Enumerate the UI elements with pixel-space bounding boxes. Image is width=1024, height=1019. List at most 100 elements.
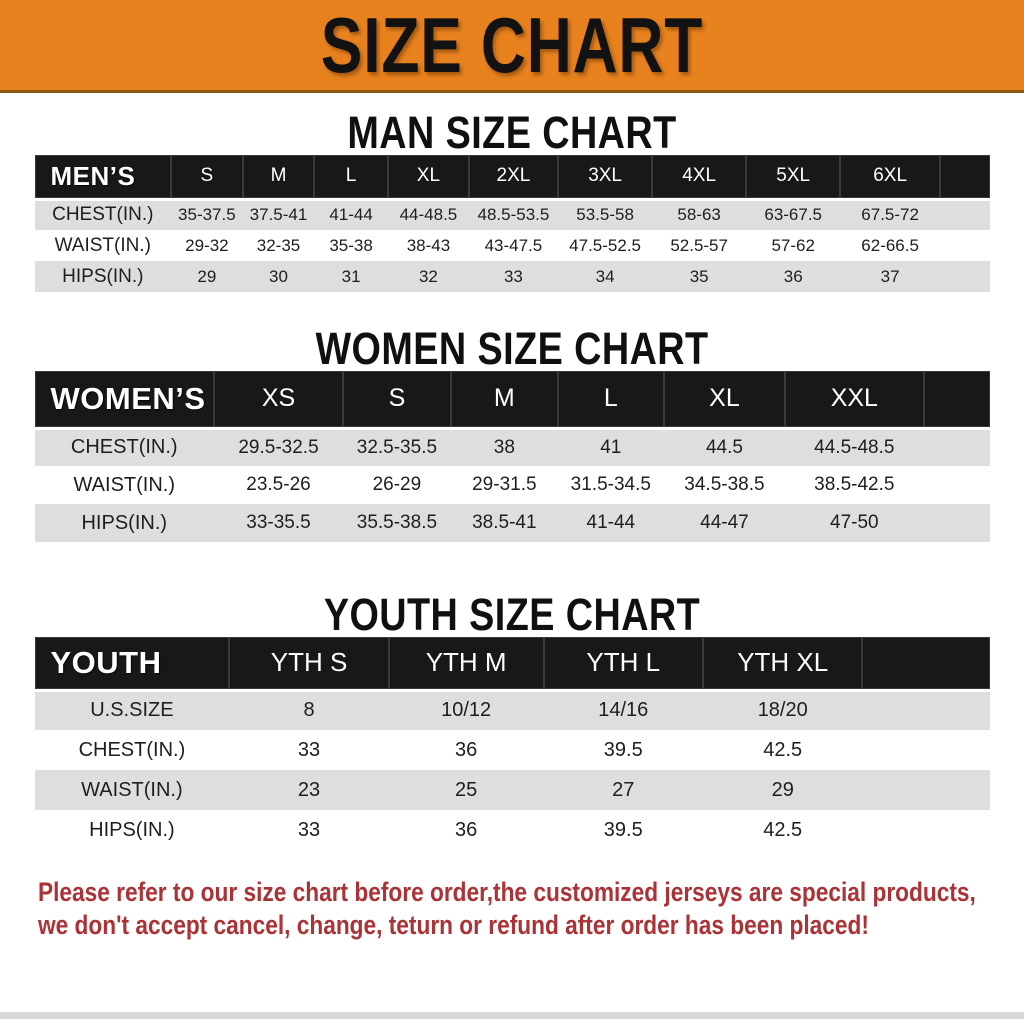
size-value-cell: 42.5 [702, 810, 863, 850]
size-value-cell: 38 [450, 428, 558, 466]
size-col-header-yth-l: YTH L [543, 637, 703, 692]
size-value-cell: 38.5-42.5 [785, 466, 924, 504]
size-value-cell: 44-47 [663, 504, 786, 542]
size-col-header-xxl: XXL [785, 371, 924, 430]
women-section-heading-text: WOMEN SIZE CHART [315, 323, 709, 374]
size-value-cell: 41-44 [557, 504, 664, 542]
order-notice-line-1: Please refer to our size chart before or… [38, 877, 976, 907]
spacer-col-header [862, 637, 990, 692]
size-value-cell: 63-67.5 [745, 199, 841, 230]
size-value-cell: 29.5-32.5 [214, 428, 343, 466]
size-value-cell: 33 [229, 730, 389, 770]
size-value-cell: 41-44 [314, 199, 388, 230]
men-table-row: CHEST(IN.) 35-37.5 37.5-41 41-44 44-48.5 48.5… [34, 199, 990, 230]
spacer-cell [923, 428, 990, 466]
size-value-cell: 44.5 [663, 428, 786, 466]
size-col-header-xl: XL [387, 155, 470, 201]
size-value-cell: 29-31.5 [450, 466, 558, 504]
size-value-cell: 33 [469, 261, 558, 292]
banner: SIZE CHART [0, 0, 1024, 93]
size-col-header-xs: XS [214, 371, 343, 430]
youth-table-label: YOUTH [34, 637, 230, 692]
size-value-cell: 67.5-72 [840, 199, 940, 230]
size-value-cell: 37.5-41 [242, 199, 315, 230]
size-value-cell: 32.5-35.5 [342, 428, 451, 466]
size-value-cell: 62-66.5 [840, 230, 940, 261]
women-table-label: WOMEN’S [34, 371, 215, 430]
spacer-cell [939, 199, 990, 230]
spacer-col-header [923, 371, 990, 430]
spacer-cell [862, 810, 990, 850]
size-value-cell: 18/20 [702, 690, 863, 730]
size-value-cell: 29 [171, 261, 243, 292]
size-value-cell: 44.5-48.5 [785, 428, 924, 466]
measure-row-label: WAIST(IN.) [34, 770, 230, 810]
youth-size-table: YOUTH YTH S YTH M YTH L YTH XL U.S.SIZE 8 10/12… [34, 637, 990, 850]
size-value-cell: 27 [543, 770, 703, 810]
size-value-cell: 36 [388, 730, 544, 770]
size-value-cell: 47-50 [785, 504, 924, 542]
size-col-header-3xl: 3XL [557, 155, 653, 201]
spacer-cell [939, 261, 990, 292]
youth-header-row: YOUTH YTH S YTH M YTH L YTH XL [34, 637, 990, 692]
size-col-header-s: S [171, 155, 243, 201]
men-table-row: HIPS(IN.) 29 30 31 32 33 34 35 36 37 [34, 261, 990, 292]
size-value-cell: 23.5-26 [214, 466, 343, 504]
size-value-cell: 33 [229, 810, 389, 850]
women-table-row: HIPS(IN.) 33-35.5 35.5-38.5 38.5-41 41-44 44-… [34, 504, 990, 542]
size-value-cell: 34 [557, 261, 653, 292]
spacer-cell [923, 504, 990, 542]
size-value-cell: 25 [388, 770, 544, 810]
size-value-cell: 29 [702, 770, 863, 810]
spacer-cell [862, 730, 990, 770]
youth-section-heading: YOUTH SIZE CHART [0, 592, 1024, 637]
youth-section-heading-text: YOUTH SIZE CHART [323, 589, 701, 640]
size-value-cell: 57-62 [745, 230, 841, 261]
size-col-header-6xl: 6XL [840, 155, 940, 201]
page-title: SIZE CHART [320, 1, 704, 89]
size-value-cell: 38-43 [387, 230, 470, 261]
size-value-cell: 44-48.5 [387, 199, 470, 230]
size-value-cell: 35.5-38.5 [342, 504, 451, 542]
size-value-cell: 34.5-38.5 [663, 466, 786, 504]
men-table-row: WAIST(IN.) 29-32 32-35 35-38 38-43 43-47.5 47.… [34, 230, 990, 261]
size-value-cell: 35-37.5 [171, 199, 243, 230]
youth-table-row: HIPS(IN.) 33 36 39.5 42.5 [34, 810, 990, 850]
size-value-cell: 29-32 [171, 230, 243, 261]
size-col-header-yth-xl: YTH XL [702, 637, 863, 692]
order-notice-line-2: we don't accept cancel, change, teturn o… [38, 910, 869, 940]
size-value-cell: 32-35 [242, 230, 315, 261]
size-col-header-m: M [450, 371, 558, 430]
measure-row-label: CHEST(IN.) [34, 428, 215, 466]
size-value-cell: 53.5-58 [557, 199, 653, 230]
measure-row-label: CHEST(IN.) [34, 199, 172, 230]
size-value-cell: 35-38 [314, 230, 388, 261]
bottom-edge-strip [0, 1012, 1024, 1019]
size-value-cell: 26-29 [342, 466, 451, 504]
measure-row-label: HIPS(IN.) [34, 810, 230, 850]
youth-table-row: U.S.SIZE 8 10/12 14/16 18/20 [34, 690, 990, 730]
women-section-heading: WOMEN SIZE CHART [0, 326, 1024, 371]
spacer-cell [862, 690, 990, 730]
women-table-row: CHEST(IN.) 29.5-32.5 32.5-35.5 38 41 44.5 44.5… [34, 428, 990, 466]
spacer-cell [862, 770, 990, 810]
women-header-row: WOMEN’S XS S M L XL XXL [34, 371, 990, 430]
measure-row-label: WAIST(IN.) [34, 230, 172, 261]
size-value-cell: 32 [387, 261, 470, 292]
size-value-cell: 31.5-34.5 [557, 466, 664, 504]
measure-row-label: WAIST(IN.) [34, 466, 215, 504]
men-header-row: MEN’S S M L XL 2XL 3XL 4XL 5XL 6XL [34, 155, 990, 201]
spacer-cell [939, 230, 990, 261]
size-col-header-5xl: 5XL [745, 155, 841, 201]
size-col-header-4xl: 4XL [652, 155, 746, 201]
size-col-header-2xl: 2XL [469, 155, 558, 201]
size-value-cell: 52.5-57 [652, 230, 746, 261]
size-value-cell: 42.5 [702, 730, 863, 770]
size-value-cell: 36 [388, 810, 544, 850]
size-value-cell: 23 [229, 770, 389, 810]
size-value-cell: 8 [229, 690, 389, 730]
size-value-cell: 41 [557, 428, 664, 466]
size-value-cell: 39.5 [543, 730, 703, 770]
size-value-cell: 38.5-41 [450, 504, 558, 542]
